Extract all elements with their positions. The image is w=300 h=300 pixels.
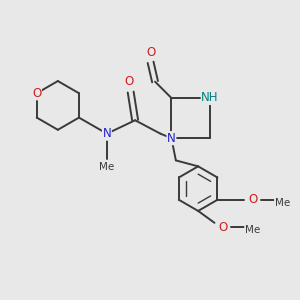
Text: Me: Me xyxy=(245,225,260,235)
Text: N: N xyxy=(167,132,176,145)
Text: Me: Me xyxy=(99,162,115,172)
Text: O: O xyxy=(146,46,155,59)
Text: N: N xyxy=(103,127,111,140)
Text: NH: NH xyxy=(201,92,219,104)
Text: O: O xyxy=(32,87,41,100)
Text: O: O xyxy=(124,75,134,88)
Text: O: O xyxy=(218,221,227,234)
Text: Me: Me xyxy=(274,198,290,208)
Text: O: O xyxy=(248,193,257,206)
